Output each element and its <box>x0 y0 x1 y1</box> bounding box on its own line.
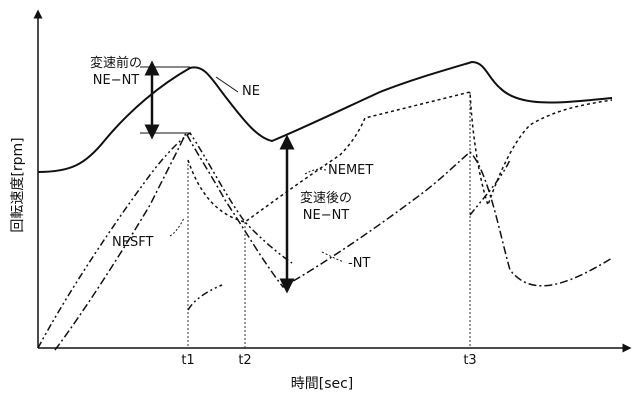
x-axis-label: 時間[sec] <box>291 376 354 392</box>
series-nemet-line <box>188 92 612 222</box>
tick-label-t2: t2 <box>238 353 251 368</box>
tick-label-t3: t3 <box>463 353 476 368</box>
series-nesft-line <box>38 133 510 348</box>
before-annotation-line1: 変速前の <box>90 55 142 71</box>
after-annotation-line1: 変速後の <box>300 190 352 206</box>
label-nesft: NESFT <box>112 235 153 250</box>
label-ne: NE <box>242 84 260 99</box>
y-axis-label: 回転速度[rpm] <box>10 137 26 232</box>
tick-label-t1: t1 <box>181 353 194 368</box>
before-annotation-line2: NE−NT <box>93 73 140 88</box>
after-annotation-line2: NE−NT <box>303 208 350 223</box>
label-nemet: NEMET <box>328 163 373 178</box>
label-nt: -NT <box>348 256 370 271</box>
nesft-leader <box>170 218 184 236</box>
